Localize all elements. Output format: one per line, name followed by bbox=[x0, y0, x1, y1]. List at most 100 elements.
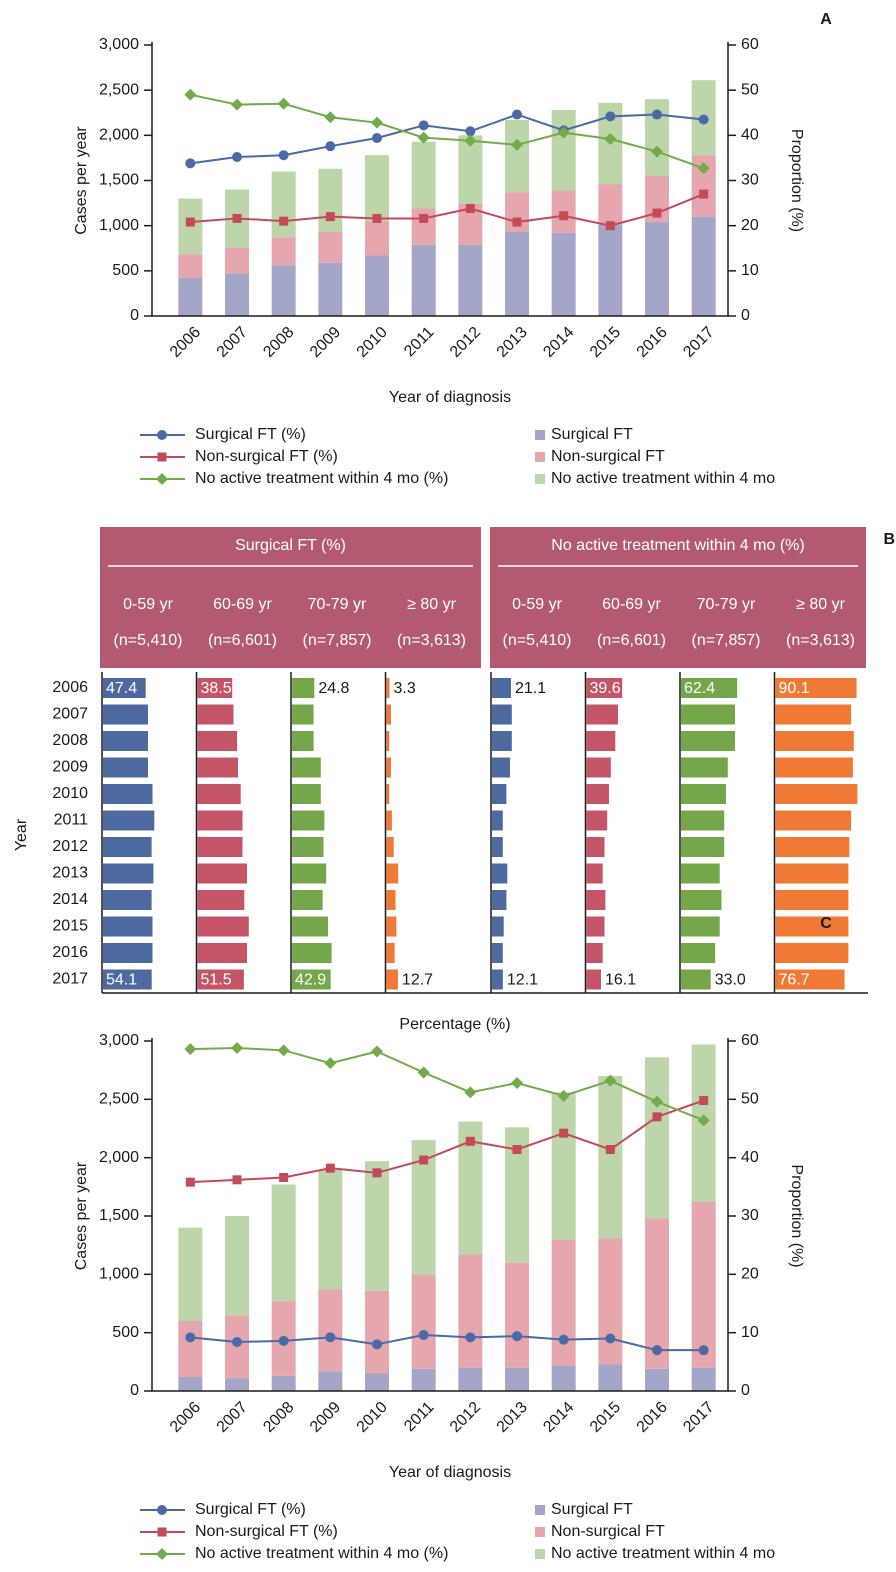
value-label: 33.0 bbox=[715, 972, 746, 989]
line-marker bbox=[512, 1331, 522, 1342]
bar bbox=[492, 704, 512, 725]
line-marker bbox=[278, 1335, 289, 1346]
y-axis-title: Cases per year bbox=[73, 1161, 90, 1270]
legend-label: Surgical FT bbox=[551, 426, 633, 443]
x-tick-label: 2015 bbox=[587, 1399, 624, 1436]
y2-tick-label: 40 bbox=[741, 1149, 759, 1166]
panel-label: A bbox=[820, 11, 832, 28]
line-marker bbox=[185, 1177, 195, 1187]
y-tick-label: 2006 bbox=[52, 679, 88, 696]
bar bbox=[386, 731, 390, 751]
y-tick-label: 2011 bbox=[54, 812, 89, 829]
bar bbox=[492, 863, 508, 884]
line-marker bbox=[232, 1175, 242, 1185]
bar bbox=[292, 943, 332, 963]
y-tick-label: 2014 bbox=[52, 891, 88, 908]
x-tick-label: 2014 bbox=[540, 1399, 577, 1436]
line-marker bbox=[232, 213, 242, 223]
line-marker bbox=[325, 1332, 336, 1343]
line-marker bbox=[511, 138, 523, 151]
line-marker bbox=[697, 1114, 710, 1127]
y-tick-label: 0 bbox=[130, 1382, 139, 1399]
bar bbox=[681, 969, 711, 990]
x-tick-label: 2013 bbox=[494, 1399, 531, 1436]
bar bbox=[681, 837, 725, 857]
bar bbox=[197, 943, 247, 963]
bar-segment bbox=[365, 1373, 389, 1391]
line-marker bbox=[605, 1333, 616, 1344]
bar-segment bbox=[691, 1367, 716, 1391]
bar bbox=[492, 810, 503, 831]
bar bbox=[586, 969, 601, 990]
line-marker bbox=[465, 126, 476, 137]
line-marker bbox=[371, 116, 383, 129]
bar bbox=[681, 810, 725, 831]
bar bbox=[681, 943, 716, 963]
bar-segment bbox=[318, 168, 343, 232]
bar-segment bbox=[458, 135, 483, 204]
y-tick-label: 1,000 bbox=[99, 217, 139, 234]
y2-tick-label: 20 bbox=[741, 217, 759, 234]
bar bbox=[586, 784, 609, 804]
group-title: No active treatment within 4 mo (%) bbox=[551, 537, 804, 554]
line-marker bbox=[418, 120, 429, 131]
bar bbox=[197, 704, 234, 725]
bar-segment bbox=[178, 1321, 203, 1377]
legend-label: Non-surgical FT (%) bbox=[195, 1523, 338, 1540]
bar bbox=[586, 757, 611, 778]
line-marker bbox=[651, 145, 663, 158]
bar bbox=[681, 784, 726, 804]
bar bbox=[492, 916, 504, 937]
line-marker bbox=[418, 1330, 429, 1340]
line-marker bbox=[559, 211, 569, 221]
line-marker bbox=[232, 1337, 242, 1347]
bar bbox=[775, 678, 857, 698]
bar bbox=[586, 863, 603, 884]
line-marker bbox=[231, 98, 243, 111]
bar bbox=[775, 810, 852, 831]
value-label: 24.8 bbox=[318, 680, 349, 697]
bar-segment bbox=[225, 273, 249, 316]
bar-segment bbox=[458, 244, 483, 316]
y-tick-label: 2008 bbox=[52, 732, 88, 749]
legend-swatch bbox=[535, 1527, 545, 1537]
line-marker bbox=[604, 1074, 617, 1087]
group-title: Surgical FT (%) bbox=[235, 537, 346, 554]
line-marker bbox=[417, 1066, 430, 1079]
bar bbox=[681, 678, 738, 698]
bar-segment bbox=[598, 1076, 623, 1239]
bar bbox=[197, 837, 243, 857]
bar bbox=[103, 916, 153, 937]
bar bbox=[681, 916, 720, 937]
line-marker bbox=[652, 1112, 662, 1122]
bar bbox=[586, 916, 605, 937]
y-tick-label: 2016 bbox=[52, 944, 88, 961]
x-tick-label: 2011 bbox=[401, 1399, 437, 1435]
bar-segment bbox=[271, 1184, 296, 1302]
bar-segment bbox=[551, 1092, 576, 1240]
line-marker bbox=[699, 189, 709, 199]
bar bbox=[103, 837, 152, 857]
value-label: 47.4 bbox=[106, 680, 137, 697]
line-marker bbox=[277, 1044, 290, 1057]
line-marker bbox=[559, 1128, 569, 1138]
bar-segment bbox=[505, 231, 529, 316]
line-marker bbox=[184, 88, 197, 101]
bar bbox=[681, 890, 722, 910]
bar bbox=[586, 890, 606, 910]
line-marker bbox=[512, 109, 522, 120]
y2-tick-label: 10 bbox=[741, 262, 759, 279]
x-axis-title: Year of diagnosis bbox=[389, 1464, 511, 1481]
bar-segment bbox=[318, 231, 343, 263]
bar bbox=[586, 810, 608, 831]
x-tick-label: 2007 bbox=[214, 1399, 251, 1436]
bar bbox=[775, 837, 850, 857]
bar bbox=[103, 757, 148, 778]
line-marker bbox=[325, 141, 336, 152]
panel-label: B bbox=[883, 531, 895, 548]
bar-segment bbox=[225, 1216, 249, 1316]
bar bbox=[386, 943, 395, 963]
legend-swatch bbox=[535, 1505, 545, 1515]
legend-label: No active treatment within 4 mo bbox=[551, 470, 775, 487]
bar-segment bbox=[225, 247, 249, 274]
